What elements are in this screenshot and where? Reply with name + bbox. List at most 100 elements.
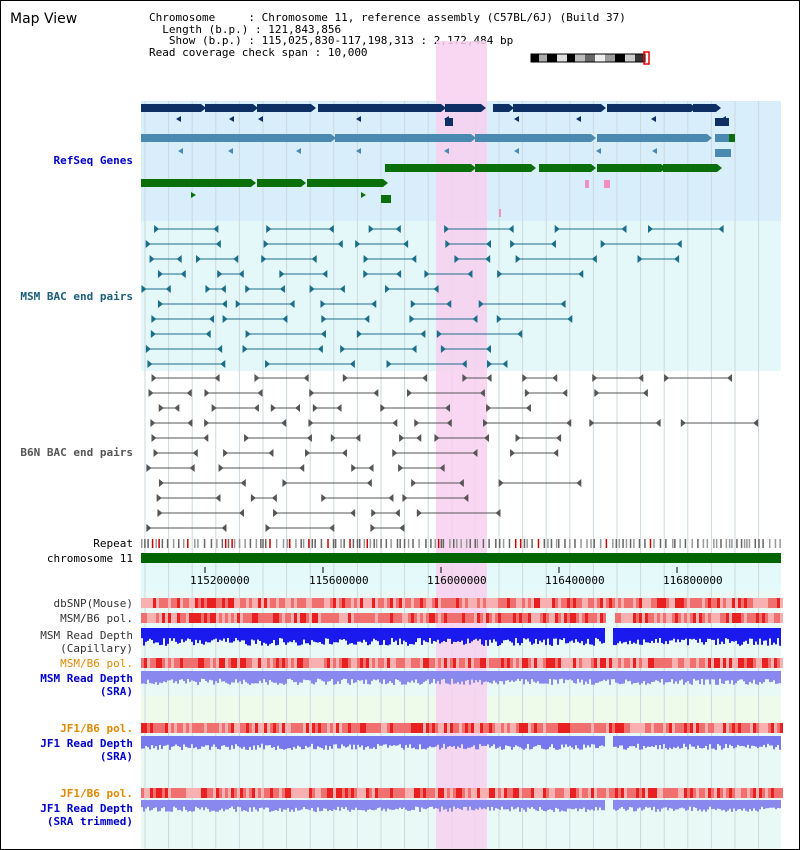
read-depth-bar xyxy=(559,736,561,750)
polymorphism-cell xyxy=(345,788,348,798)
read-depth-bar xyxy=(571,628,573,641)
polymorphism-cell xyxy=(732,788,735,798)
track-label-msm-depth-cap[interactable]: MSM Read Depth xyxy=(40,629,133,642)
read-depth-bar xyxy=(241,628,243,641)
read-depth-bar xyxy=(485,736,487,746)
polymorphism-cell xyxy=(765,788,768,798)
bac-end xyxy=(222,315,228,323)
read-depth-bar xyxy=(187,671,189,680)
track-label-chromosome[interactable]: chromosome 11 xyxy=(46,552,133,565)
read-depth-bar xyxy=(401,800,403,810)
read-depth-bar xyxy=(353,736,355,745)
read-depth-bar xyxy=(653,800,655,807)
read-depth-bar xyxy=(305,800,307,810)
track-label-jf1-depth-sra[interactable]: JF1 Read Depth xyxy=(40,737,133,750)
repeat-element xyxy=(282,539,285,548)
read-depth-bar xyxy=(149,628,151,639)
repeat-element xyxy=(580,539,582,548)
polymorphism-cell xyxy=(441,613,444,623)
polymorphism-cell xyxy=(465,788,468,798)
polymorphism-cell xyxy=(423,788,426,798)
polymorphism-cell xyxy=(150,788,153,798)
polymorphism-cell xyxy=(141,598,144,608)
polymorphism-cell xyxy=(570,788,573,798)
track-label-refseq[interactable]: RefSeq Genes xyxy=(53,154,133,167)
read-depth-bar xyxy=(629,671,631,681)
polymorphism-cell xyxy=(519,658,522,668)
bac-end xyxy=(174,404,180,412)
read-depth-bar xyxy=(595,671,597,683)
polymorphism-cell xyxy=(372,723,375,733)
track-label-jf1-b6-pol-1[interactable]: JF1/B6 pol. xyxy=(60,722,133,735)
polymorphism-cell xyxy=(471,658,474,668)
polymorphism-cell xyxy=(744,613,747,623)
read-depth-bar xyxy=(687,628,689,646)
repeat-element xyxy=(430,539,432,548)
bac-end xyxy=(330,434,336,442)
polymorphism-cell xyxy=(168,598,171,608)
read-depth-bar xyxy=(407,671,409,682)
polymorphism-cell xyxy=(156,613,159,623)
read-depth-bar xyxy=(763,736,765,745)
read-depth-bar xyxy=(457,671,459,683)
read-depth-bar xyxy=(729,736,731,745)
read-depth-bar xyxy=(519,800,521,812)
polymorphism-cell xyxy=(480,613,483,623)
track-label-jf1-b6-pol-2[interactable]: JF1/B6 pol. xyxy=(60,787,133,800)
read-depth-bar xyxy=(509,628,511,642)
track-label-msm-b6-pol-1[interactable]: MSM/B6 pol. xyxy=(60,612,133,625)
polymorphism-cell xyxy=(159,613,162,623)
track-label-msm-depth-sra[interactable]: MSM Read Depth xyxy=(40,672,133,685)
polymorphism-cell xyxy=(639,788,642,798)
track-label-dbsnp[interactable]: dbSNP(Mouse) xyxy=(53,597,133,610)
polymorphism-cell xyxy=(459,613,462,623)
polymorphism-cell xyxy=(777,598,780,608)
track-label-jf1-depth-trim[interactable]: JF1 Read Depth xyxy=(40,802,133,815)
polymorphism-cell xyxy=(735,658,738,668)
polymorphism-cell xyxy=(573,658,576,668)
polymorphism-cell xyxy=(777,788,780,798)
polymorphism-cell xyxy=(621,658,624,668)
polymorphism-cell xyxy=(360,658,363,668)
track-label-b6n-bac[interactable]: B6N BAC end pairs xyxy=(20,446,133,459)
read-depth-bar xyxy=(563,800,565,812)
polymorphism-cell xyxy=(648,788,651,798)
read-depth-bar xyxy=(617,628,619,644)
read-depth-bar xyxy=(693,736,695,747)
polymorphism-cell xyxy=(453,723,456,733)
read-depth-bar xyxy=(495,736,497,749)
polymorphism-cell xyxy=(444,598,447,608)
read-depth-bar xyxy=(261,800,263,808)
read-depth-bar xyxy=(305,736,307,746)
bac-end xyxy=(205,285,211,293)
bac-end xyxy=(498,479,504,487)
polymorphism-cell xyxy=(759,613,762,623)
read-depth-bar xyxy=(475,628,477,639)
read-depth-bar xyxy=(269,800,271,812)
track-label-msm-b6-pol-2[interactable]: MSM/B6 pol. xyxy=(60,657,133,670)
read-depth-bar xyxy=(675,736,677,749)
polymorphism-cell xyxy=(660,598,663,608)
polymorphism-cell xyxy=(369,613,372,623)
bac-end xyxy=(674,255,680,263)
read-depth-bar xyxy=(567,671,569,681)
bac-end xyxy=(218,464,224,472)
read-depth-bar xyxy=(505,671,507,681)
read-depth-bar xyxy=(467,671,469,680)
polymorphism-cell xyxy=(603,613,606,623)
repeat-element xyxy=(187,539,189,548)
bac-end xyxy=(221,524,227,532)
read-depth-bar xyxy=(465,628,467,644)
polymorphism-cell xyxy=(501,788,504,798)
read-depth-bar xyxy=(351,671,353,680)
track-label-repeat[interactable]: Repeat xyxy=(93,537,133,550)
track-label-msm-bac[interactable]: MSM BAC end pairs xyxy=(20,290,133,303)
polymorphism-cell xyxy=(372,598,375,608)
polymorphism-cell xyxy=(546,598,549,608)
polymorphism-cell xyxy=(666,658,669,668)
read-depth-bar xyxy=(229,671,231,685)
read-depth-bar xyxy=(419,800,421,812)
polymorphism-cell xyxy=(699,788,702,798)
read-depth-bar xyxy=(309,800,311,811)
